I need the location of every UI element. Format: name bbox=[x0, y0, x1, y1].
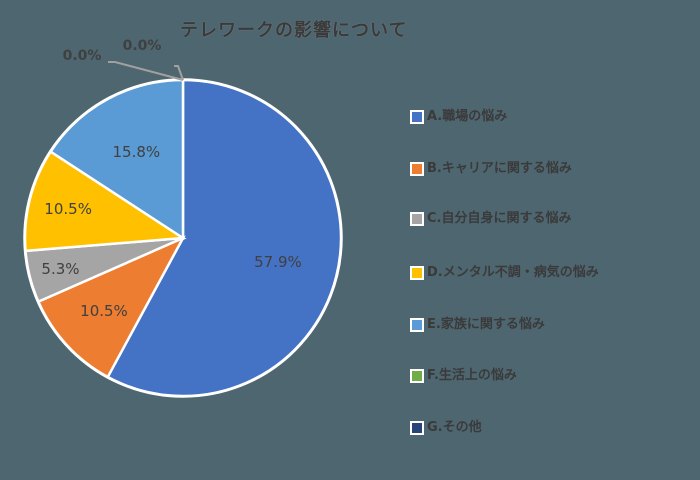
legend-swatch-d bbox=[410, 266, 424, 280]
slice-value-label: 5.3% bbox=[41, 260, 79, 278]
legend-swatch-c bbox=[410, 212, 424, 226]
pie-slice bbox=[48, 78, 185, 241]
zero-value-label: 0.0% bbox=[63, 48, 102, 64]
legend-label-g: G.その他 bbox=[427, 420, 482, 435]
slice-value-label: 10.5% bbox=[44, 200, 92, 218]
pie-slice bbox=[36, 235, 186, 379]
legend-item-b: B.キャリアに関する悩み bbox=[410, 158, 680, 180]
legend-swatch-e bbox=[410, 318, 424, 332]
slice-value-label: 57.9% bbox=[254, 253, 302, 271]
chart-title: テレワークの影響について bbox=[180, 20, 408, 41]
legend-item-a: A.職場の悩み bbox=[410, 106, 680, 128]
legend-item-g: G.その他 bbox=[410, 417, 680, 439]
pie-slice bbox=[23, 149, 187, 253]
legend-item-e: E.家族に関する悩み bbox=[410, 314, 680, 336]
legend-label-d: D.メンタル不調・病気の悩み bbox=[427, 265, 599, 280]
slice-value-label: 10.5% bbox=[80, 302, 128, 320]
legend-swatch-b bbox=[410, 162, 424, 176]
legend-swatch-f bbox=[410, 369, 424, 383]
slice-value-label: 15.8% bbox=[113, 143, 161, 161]
legend-swatch-a bbox=[410, 110, 424, 124]
legend-item-d: D.メンタル不調・病気の悩み bbox=[410, 262, 610, 284]
pie-slices bbox=[23, 78, 343, 398]
legend-label-b: B.キャリアに関する悩み bbox=[427, 161, 572, 176]
pie-slice bbox=[106, 78, 343, 398]
legend-label-f: F.生活上の悩み bbox=[427, 368, 517, 383]
legend-item-f: F.生活上の悩み bbox=[410, 365, 680, 387]
slice-labels: 57.9% 10.5% 5.3% 10.5% 15.8% 0.0% 0.0% bbox=[41, 38, 301, 320]
legend-swatch-g bbox=[410, 421, 424, 435]
legend-label-e: E.家族に関する悩み bbox=[427, 317, 545, 332]
legend-label-a: A.職場の悩み bbox=[427, 109, 508, 124]
zero-value-label: 0.0% bbox=[123, 38, 162, 54]
legend-item-c: C.自分自身に関する悩み bbox=[410, 208, 680, 230]
leader-lines bbox=[108, 61, 184, 81]
legend-label-c: C.自分自身に関する悩み bbox=[427, 211, 572, 226]
